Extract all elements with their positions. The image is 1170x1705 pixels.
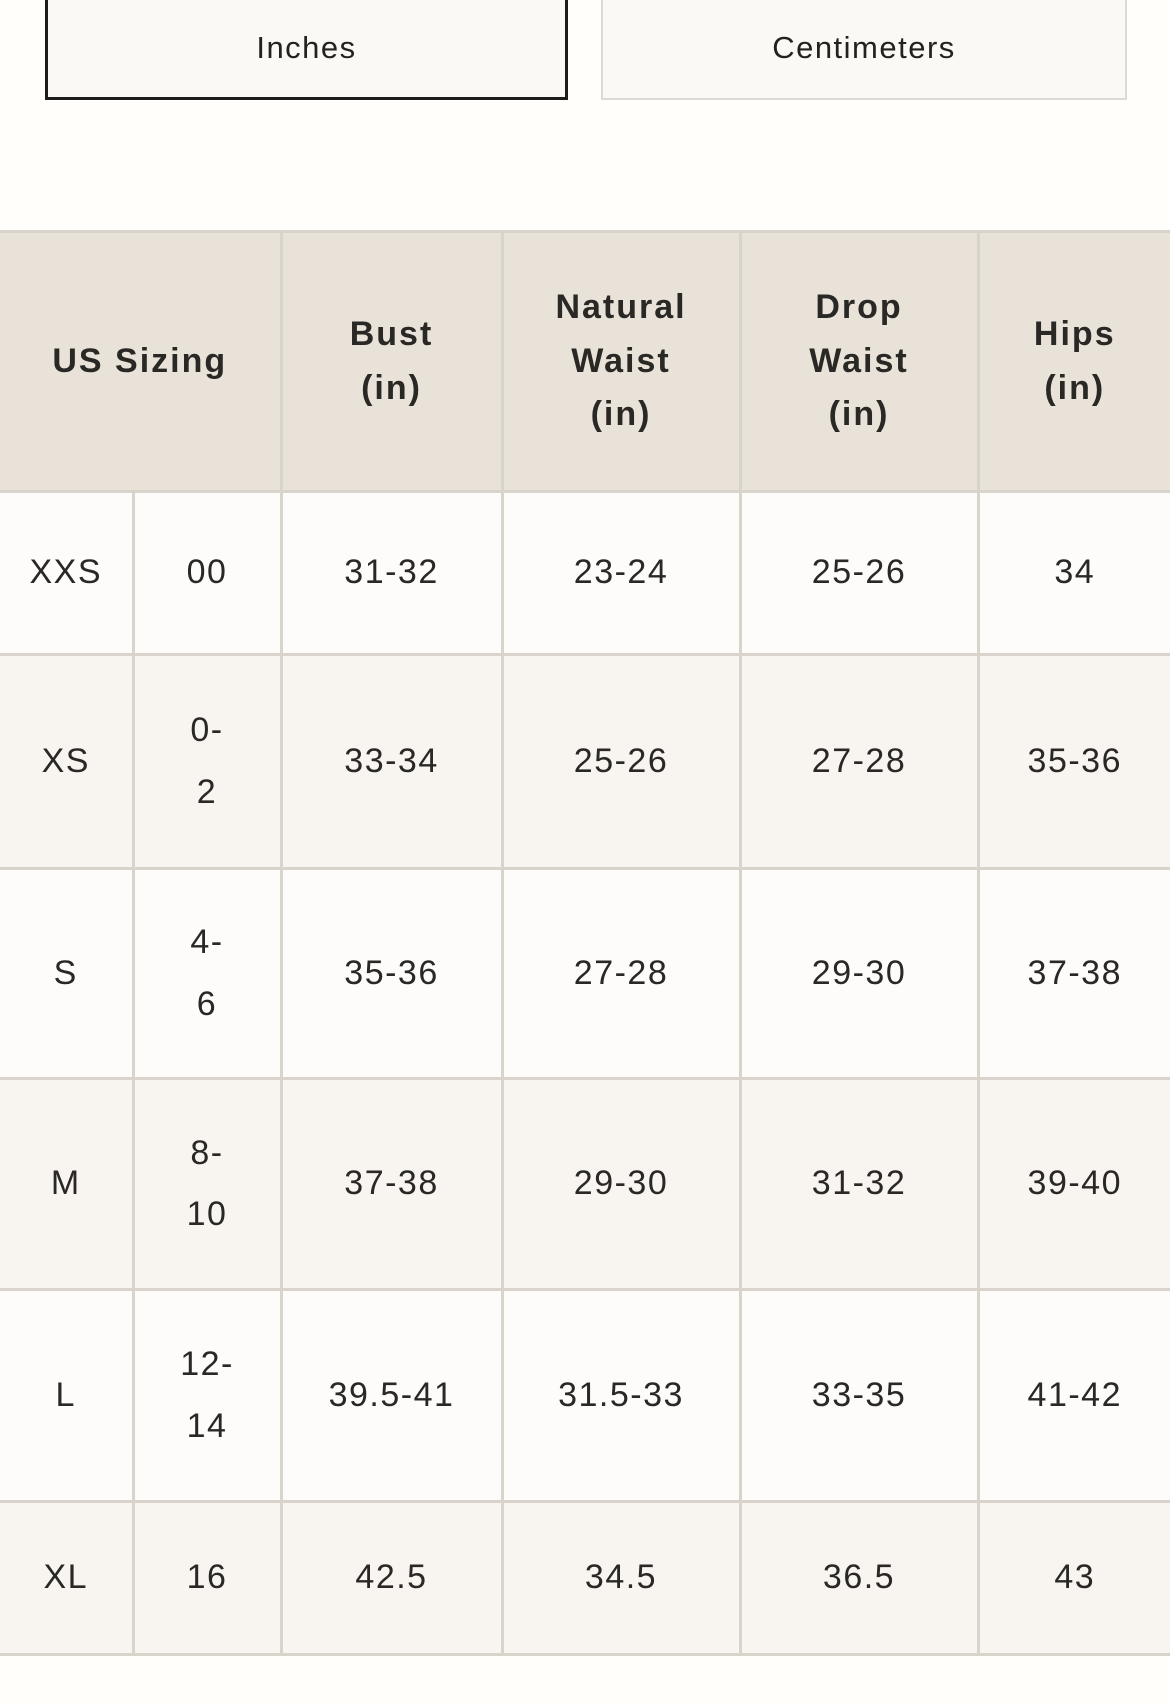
size-range-cell: 8- 10	[131, 1077, 283, 1291]
size-range-cell: 4- 6	[131, 867, 283, 1080]
drop-waist-cell: 25-26	[738, 490, 980, 656]
hips-cell: 35-36	[976, 653, 1170, 870]
hips-cell: 37-38	[976, 867, 1170, 1080]
hips-column-header: Hips (in)	[976, 230, 1170, 493]
natural-waist-cell: 23-24	[500, 490, 742, 656]
natural-waist-cell: 29-30	[500, 1077, 742, 1291]
size-label-cell: S	[0, 867, 135, 1080]
size-label-cell: XL	[0, 1500, 135, 1656]
bust-cell: 37-38	[279, 1077, 504, 1291]
table-row-xs: XS 0- 2 33-34 25-26 27-28 35-36	[0, 653, 1170, 870]
drop-waist-cell: 33-35	[738, 1288, 980, 1503]
size-range-cell: 16	[131, 1500, 283, 1656]
bust-cell: 42.5	[279, 1500, 504, 1656]
inches-toggle-button[interactable]: Inches	[45, 0, 568, 100]
size-chart-header-row: US Sizing Bust (in) Natural Waist (in) D…	[0, 230, 1170, 493]
size-range-cell: 12- 14	[131, 1288, 283, 1503]
hips-cell: 43	[976, 1500, 1170, 1656]
centimeters-toggle-button[interactable]: Centimeters	[601, 0, 1127, 100]
drop-waist-column-header: Drop Waist (in)	[738, 230, 980, 493]
drop-waist-cell: 36.5	[738, 1500, 980, 1656]
size-range-cell: 0- 2	[131, 653, 283, 870]
size-range-cell: 00	[131, 490, 283, 656]
natural-waist-cell: 27-28	[500, 867, 742, 1080]
table-row-s: S 4- 6 35-36 27-28 29-30 37-38	[0, 867, 1170, 1080]
bust-cell: 39.5-41	[279, 1288, 504, 1503]
bust-cell: 35-36	[279, 867, 504, 1080]
drop-waist-cell: 29-30	[738, 867, 980, 1080]
hips-cell: 34	[976, 490, 1170, 656]
bust-cell: 33-34	[279, 653, 504, 870]
natural-waist-cell: 25-26	[500, 653, 742, 870]
table-row-xl: XL 16 42.5 34.5 36.5 43	[0, 1500, 1170, 1656]
us-sizing-column-header: US Sizing	[0, 230, 283, 493]
size-label-cell: L	[0, 1288, 135, 1503]
natural-waist-cell: 34.5	[500, 1500, 742, 1656]
natural-waist-cell: 31.5-33	[500, 1288, 742, 1503]
table-row-xxs: XXS 00 31-32 23-24 25-26 34	[0, 490, 1170, 656]
size-chart-table: US Sizing Bust (in) Natural Waist (in) D…	[0, 230, 1170, 1656]
table-row-m: M 8- 10 37-38 29-30 31-32 39-40	[0, 1077, 1170, 1291]
table-row-l: L 12- 14 39.5-41 31.5-33 33-35 41-42	[0, 1288, 1170, 1503]
hips-cell: 41-42	[976, 1288, 1170, 1503]
bust-cell: 31-32	[279, 490, 504, 656]
size-label-cell: M	[0, 1077, 135, 1291]
hips-cell: 39-40	[976, 1077, 1170, 1291]
unit-toggle-group: Inches Centimeters	[45, 0, 1127, 100]
size-label-cell: XXS	[0, 490, 135, 656]
drop-waist-cell: 31-32	[738, 1077, 980, 1291]
drop-waist-cell: 27-28	[738, 653, 980, 870]
natural-waist-column-header: Natural Waist (in)	[500, 230, 742, 493]
size-label-cell: XS	[0, 653, 135, 870]
bust-column-header: Bust (in)	[279, 230, 504, 493]
